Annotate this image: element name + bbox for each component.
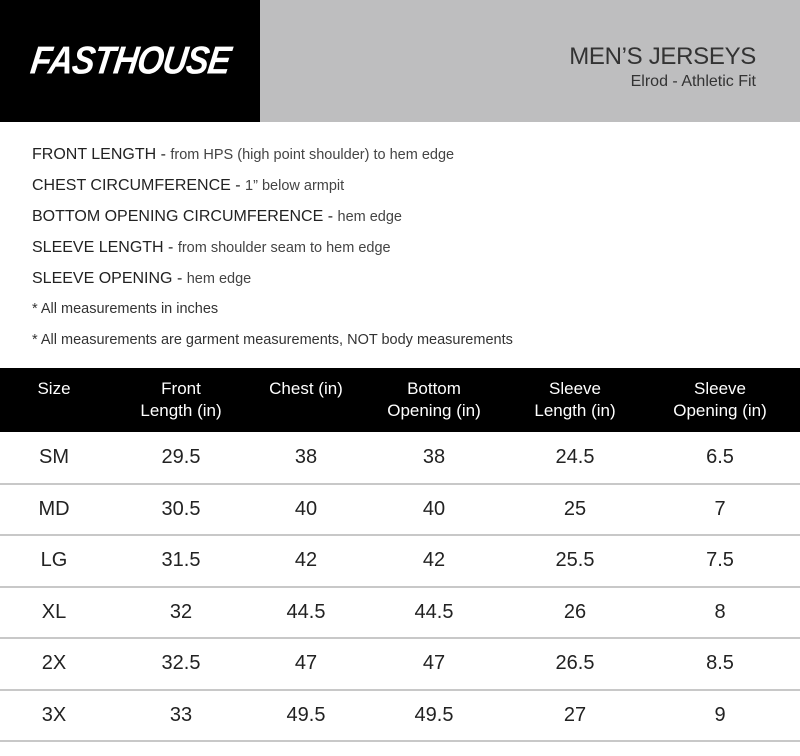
measurement-cell: 49.5: [358, 689, 510, 742]
page-title: MEN’S JERSEYS: [569, 43, 756, 70]
header-line: Opening (in): [387, 401, 481, 420]
column-header: Sleeve Opening (in): [640, 368, 800, 432]
column-header: Front Length (in): [108, 368, 254, 432]
measurement-cell: 40: [254, 483, 358, 536]
note-term: FRONT LENGTH: [32, 146, 157, 163]
measurement-cell: 44.5: [254, 586, 358, 639]
measurement-cell: 42: [358, 535, 510, 588]
measurement-cell: 26: [510, 586, 640, 639]
measurement-cell: 8: [640, 586, 800, 639]
header-line: Sleeve: [694, 379, 746, 398]
note-item: SLEEVE LENGTH - from shoulder seam to he…: [32, 239, 391, 256]
table-row: LG 31.5 42 42 25.5 7.5: [0, 535, 800, 588]
size-cell: LG: [0, 535, 108, 588]
header-line: Opening (in): [673, 401, 767, 420]
measurement-cell: 47: [358, 638, 510, 691]
footnote: * All measurements are garment measureme…: [32, 332, 513, 348]
header-line: Sleeve: [549, 379, 601, 398]
measurement-cell: 49.5: [254, 689, 358, 742]
note-desc: from HPS (high point shoulder) to hem ed…: [170, 147, 455, 163]
note-term: SLEEVE OPENING: [32, 270, 173, 287]
brand-logo: FASTHOUSE: [27, 38, 233, 83]
measurement-cell: 42: [254, 535, 358, 588]
measurement-cell: 33: [108, 689, 254, 742]
note-item: BOTTOM OPENING CIRCUMFERENCE - hem edge: [32, 208, 403, 225]
measurement-cell: 8.5: [640, 638, 800, 691]
measurement-cell: 7.5: [640, 535, 800, 588]
note-desc: hem edge: [337, 209, 403, 225]
column-header: Bottom Opening (in): [358, 368, 510, 432]
note-desc: from shoulder seam to hem edge: [177, 240, 391, 256]
header-line: Length (in): [140, 401, 222, 420]
header-line: Bottom: [407, 379, 461, 398]
note-term: BOTTOM OPENING CIRCUMFERENCE: [32, 208, 324, 225]
header-line: Length (in): [534, 401, 616, 420]
measurement-cell: 32.5: [108, 638, 254, 691]
note-desc: hem edge: [186, 271, 252, 287]
measurement-cell: 32: [108, 586, 254, 639]
size-cell: XL: [0, 586, 108, 639]
measurement-cell: 38: [254, 432, 358, 485]
measurement-cell: 47: [254, 638, 358, 691]
size-cell: SM: [0, 432, 108, 485]
note-item: SLEEVE OPENING - hem edge: [32, 270, 252, 287]
table-row: 2X 32.5 47 47 26.5 8.5: [0, 638, 800, 691]
page-subtitle: Elrod - Athletic Fit: [630, 73, 756, 90]
column-header: Size: [0, 368, 108, 432]
measurement-cell: 26.5: [510, 638, 640, 691]
note-desc: 1” below armpit: [245, 178, 345, 194]
table-row: MD 30.5 40 40 25 7: [0, 483, 800, 536]
table-row: 3X 33 49.5 49.5 27 9: [0, 689, 800, 742]
measurement-cell: 31.5: [108, 535, 254, 588]
measurement-cell: 25.5: [510, 535, 640, 588]
title-panel: MEN’S JERSEYS Elrod - Athletic Fit: [260, 0, 800, 122]
table-row: XL 32 44.5 44.5 26 8: [0, 586, 800, 639]
measurement-cell: 30.5: [108, 483, 254, 536]
measurement-cell: 27: [510, 689, 640, 742]
table-header-row: Size Front Length (in) Chest (in) Bottom Open…: [0, 368, 800, 432]
measurement-cell: 6.5: [640, 432, 800, 485]
table-row: SM 29.5 38 38 24.5 6.5: [0, 432, 800, 485]
size-cell: 3X: [0, 689, 108, 742]
column-header: Sleeve Length (in): [510, 368, 640, 432]
size-cell: 2X: [0, 638, 108, 691]
logo-panel: FASTHOUSE: [0, 0, 260, 122]
measurement-cell: 38: [358, 432, 510, 485]
measurement-cell: 29.5: [108, 432, 254, 485]
measurement-cell: 24.5: [510, 432, 640, 485]
note-term: CHEST CIRCUMFERENCE: [32, 177, 231, 194]
note-item: FRONT LENGTH - from HPS (high point shou…: [32, 146, 455, 163]
header-line: Size: [37, 379, 71, 398]
measurement-notes: FRONT LENGTH - from HPS (high point shou…: [32, 146, 513, 363]
size-cell: MD: [0, 483, 108, 536]
header-line: Chest (in): [269, 379, 343, 398]
header: FASTHOUSE MEN’S JERSEYS Elrod - Athletic…: [0, 0, 800, 122]
measurement-cell: 7: [640, 483, 800, 536]
note-item: CHEST CIRCUMFERENCE - 1” below armpit: [32, 177, 345, 194]
column-header: Chest (in): [254, 368, 358, 432]
footnote: * All measurements in inches: [32, 301, 219, 317]
measurement-cell: 25: [510, 483, 640, 536]
measurement-cell: 44.5: [358, 586, 510, 639]
note-term: SLEEVE LENGTH: [32, 239, 164, 256]
size-chart-table: Size Front Length (in) Chest (in) Bottom Open…: [0, 368, 800, 742]
measurement-cell: 40: [358, 483, 510, 536]
measurement-cell: 9: [640, 689, 800, 742]
header-line: Front: [161, 379, 201, 398]
